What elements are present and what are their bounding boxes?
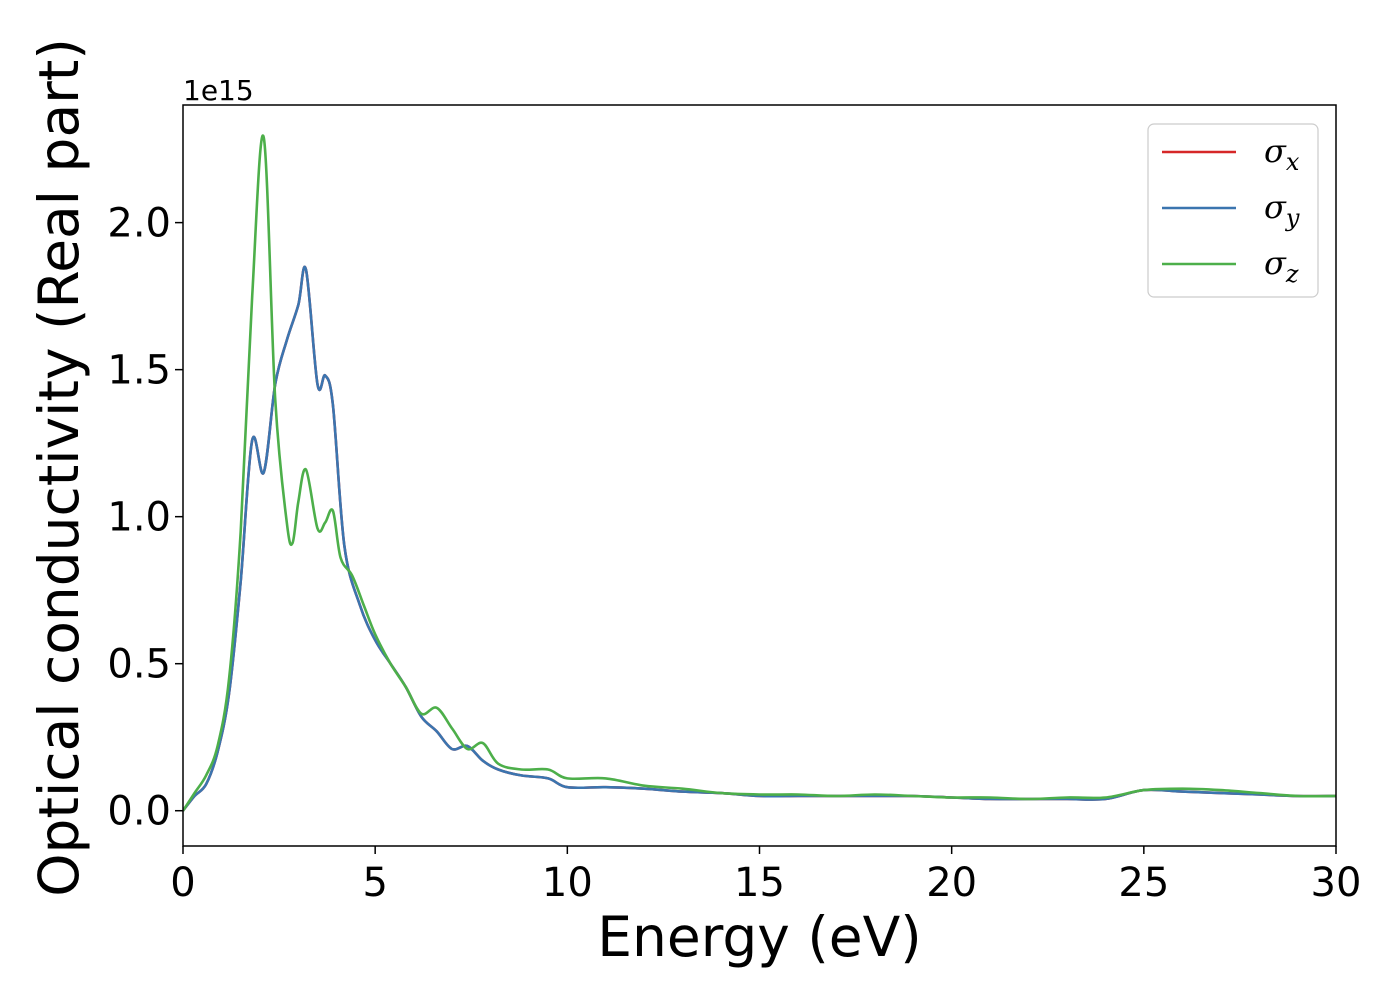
x-axis: 0 5 10 15 20 25 30 xyxy=(170,846,1361,906)
legend-label-z: σz xyxy=(1264,244,1299,288)
y-axis: 0.0 0.5 1.0 1.5 2.0 xyxy=(107,201,183,835)
series-line-z xyxy=(183,134,1336,812)
legend-label-x: σx xyxy=(1264,132,1300,176)
legend-box xyxy=(1147,123,1319,298)
legend: σx σy σz xyxy=(1147,123,1319,298)
x-axis-label: Energy (eV) xyxy=(597,905,921,969)
x-tick-label: 20 xyxy=(926,860,977,906)
x-tick-label: 30 xyxy=(1311,860,1362,906)
x-tick-label: 10 xyxy=(542,860,593,906)
x-tick-label: 25 xyxy=(1118,860,1169,906)
x-tick-label: 0 xyxy=(170,860,195,906)
y-axis-label: Optical conductivity (Real part) xyxy=(27,38,91,897)
series-layer xyxy=(183,134,1336,812)
legend-label-y: σy xyxy=(1264,188,1300,232)
x-tick-label: 5 xyxy=(362,860,387,906)
y-tick-label: 0.0 xyxy=(107,789,171,835)
y-tick-label: 1.5 xyxy=(107,348,171,394)
x-tick-label: 15 xyxy=(734,860,785,906)
y-axis-offset-label: 1e15 xyxy=(183,74,254,107)
y-tick-label: 0.5 xyxy=(107,642,171,688)
y-tick-label: 2.0 xyxy=(107,201,171,247)
y-tick-label: 1.0 xyxy=(107,495,171,541)
